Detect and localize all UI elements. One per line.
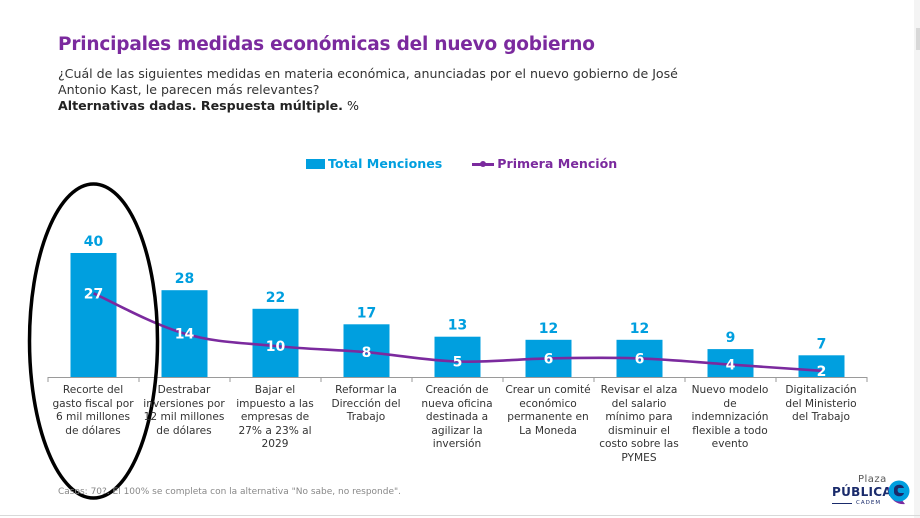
- legend-label-total: Total Menciones: [328, 156, 443, 171]
- line-value-label: 27: [84, 286, 103, 302]
- legend-line-swatch-icon: [472, 159, 495, 169]
- response-note: Alternativas dadas. Respuesta múltiple. …: [58, 98, 359, 113]
- speech-bubble-logo-icon: [888, 480, 910, 505]
- bar-value-label: 28: [175, 271, 194, 287]
- bar-value-label: 7: [817, 336, 827, 352]
- line-value-label: 5: [453, 355, 463, 371]
- chart-title: Principales medidas económicas del nuevo…: [58, 34, 595, 55]
- logo-rule: [832, 503, 852, 504]
- legend-item-total: Total Menciones: [306, 156, 442, 171]
- bar-value-label: 13: [448, 318, 467, 334]
- unit-label: %: [342, 98, 359, 113]
- logo-text-cadem: CADEM: [856, 500, 882, 506]
- bar-value-label: 9: [726, 330, 736, 346]
- survey-question: ¿Cuál de las siguientes medidas en mater…: [58, 66, 678, 97]
- category-label: Recorte del gasto fiscal por 6 mil millo…: [52, 384, 134, 437]
- line-value-label: 14: [175, 327, 195, 343]
- logo-text-publica: PÚBLICA: [832, 485, 892, 499]
- category-label: Reformar la Dirección del Trabajo: [331, 384, 401, 423]
- legend-bar-swatch-icon: [306, 158, 325, 169]
- line-value-label: 4: [726, 358, 736, 374]
- bar-total-menciones: [252, 308, 299, 377]
- line-primera-mencion: [92, 292, 822, 373]
- bar-value-label: 22: [266, 290, 285, 306]
- line-series: [92, 292, 822, 373]
- bar-total-menciones: [434, 336, 481, 377]
- category-label: Nuevo modelo de indemnización flexible a…: [691, 384, 769, 450]
- line-value-label: 6: [635, 351, 645, 367]
- bar-total-menciones: [798, 355, 845, 377]
- bottom-divider: [0, 515, 920, 516]
- bar-value-label: 40: [84, 234, 104, 250]
- vertical-scrollbar[interactable]: [914, 0, 920, 518]
- data-labels: 40 28 22 17 13 12 12 9 7 27 14 10 8 5 6 6 4 2: [84, 234, 827, 380]
- scrollbar-thumb[interactable]: [916, 28, 920, 50]
- logo-text-plaza: Plaza: [858, 474, 887, 485]
- category-label: Crear un comité económico permanente en …: [505, 384, 591, 437]
- x-axis: [47, 377, 868, 382]
- bar-value-label: 17: [357, 305, 376, 321]
- response-note-text: Alternativas dadas. Respuesta múltiple.: [58, 98, 343, 113]
- legend-item-first: Primera Mención: [472, 156, 617, 171]
- line-value-label: 6: [544, 351, 554, 367]
- plaza-publica-logo: Plaza PÚBLICA CADEM: [830, 474, 910, 510]
- category-label: Creación de nueva oficina destinada a ag…: [421, 384, 493, 450]
- highlight-ellipse-annotation: [27, 182, 160, 500]
- footnote: Casos: 70?. El 100% se completa con la a…: [58, 487, 401, 497]
- category-label: Revisar el alza del salario mínimo para …: [599, 384, 679, 464]
- legend-label-first: Primera Mención: [497, 156, 618, 171]
- category-label: Bajar el impuesto a las empresas de 27% …: [236, 384, 314, 450]
- category-label: Destrabar inversiones por 12 mil millone…: [143, 384, 225, 437]
- bar-total-menciones: [70, 253, 117, 377]
- bar-value-label: 12: [630, 321, 649, 337]
- bar-value-label: 12: [539, 321, 558, 337]
- line-value-label: 8: [362, 345, 372, 361]
- chart-legend: Total Menciones Primera Mención: [306, 156, 617, 171]
- line-value-label: 10: [266, 339, 286, 355]
- line-value-label: 2: [817, 364, 827, 380]
- category-label: Digitalización del Ministerio del Trabaj…: [785, 384, 857, 423]
